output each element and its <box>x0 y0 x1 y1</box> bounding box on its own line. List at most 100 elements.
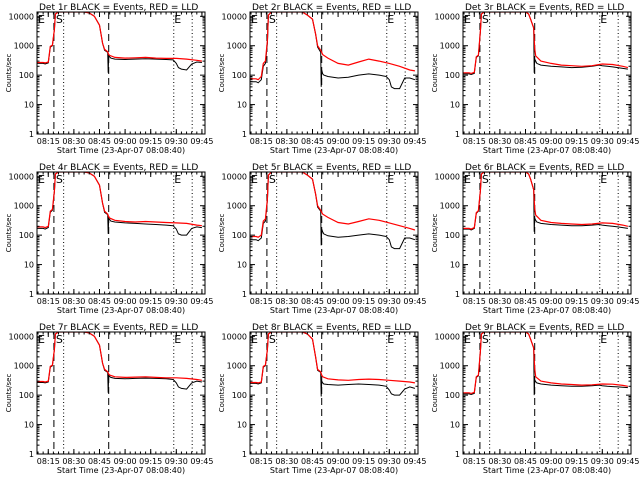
event-marker-s: S <box>56 333 63 346</box>
chart-title: Det 1r BLACK = Events, RED = LLD <box>39 3 198 13</box>
plot-frame <box>36 171 206 295</box>
x-tick-label: 08:45 <box>88 297 111 306</box>
x-axis-label: Start Time (23-Apr-07 08:08:40) <box>483 146 611 155</box>
x-tick-label: 08:15 <box>463 457 486 466</box>
chart-title: Det 5r BLACK = Events, RED = LLD <box>252 163 411 173</box>
y-tick-label: 10000 <box>9 172 34 181</box>
x-tick-label: 09:30 <box>165 457 188 466</box>
x-tick-label: 09:30 <box>378 137 401 146</box>
y-tick-label: 10000 <box>9 12 34 21</box>
event-marker-s: S <box>56 173 63 186</box>
x-axis-label: Start Time (23-Apr-07 08:08:40) <box>57 146 185 155</box>
y-axis-label: Counts/sec <box>431 54 439 93</box>
x-tick-label: 09:15 <box>352 137 375 146</box>
y-axis-label: Counts/sec <box>431 374 439 413</box>
x-tick-label: 09:30 <box>378 457 401 466</box>
x-tick-label: 09:45 <box>190 297 213 306</box>
x-axis-label: Start Time (23-Apr-07 08:08:40) <box>57 306 185 315</box>
x-tick-label: 08:45 <box>88 137 111 146</box>
x-tick-label: 09:00 <box>540 457 563 466</box>
chart-panel-9: Det 9r BLACK = Events, RED = LLD 1 10 100 10… <box>431 323 639 475</box>
plot-frame <box>36 331 206 455</box>
event-marker-s: S <box>482 333 489 346</box>
series-group <box>37 332 202 393</box>
x-tick-label: 08:45 <box>301 137 324 146</box>
x-tick-label: 08:30 <box>488 137 511 146</box>
chart-title: Det 8r BLACK = Events, RED = LLD <box>252 323 411 333</box>
series-group <box>250 332 416 397</box>
series-group <box>463 172 629 232</box>
y-tick-label: 100 <box>19 391 34 400</box>
x-tick-label: 08:15 <box>250 457 273 466</box>
y-tick-label: 10 <box>24 261 34 270</box>
series-group <box>37 172 202 236</box>
y-tick-label: 100 <box>445 231 460 240</box>
x-tick-label: 08:45 <box>301 457 324 466</box>
plot-frame <box>249 11 419 135</box>
y-tick-label: 1 <box>242 290 247 299</box>
event-marker-e: E <box>600 13 607 26</box>
y-tick-label: 10 <box>237 421 247 430</box>
x-tick-label: 09:15 <box>139 457 162 466</box>
event-marker-e: E <box>600 333 607 346</box>
x-tick-label: 09:45 <box>616 297 639 306</box>
event-marker-s: S <box>482 13 489 26</box>
x-tick-label: 08:15 <box>37 457 60 466</box>
y-tick-label: 1 <box>29 130 34 139</box>
x-tick-label: 08:15 <box>463 297 486 306</box>
y-tick-label: 10 <box>24 101 34 110</box>
event-marker-e: E <box>251 13 258 26</box>
event-marker-e: E <box>251 333 258 346</box>
y-tick-label: 100 <box>19 71 34 80</box>
x-tick-label: 09:45 <box>616 137 639 146</box>
series-lld-line <box>250 332 416 384</box>
y-tick-label: 100 <box>232 391 247 400</box>
y-tick-label: 1 <box>242 130 247 139</box>
plot-frame <box>462 11 632 135</box>
y-tick-label: 10000 <box>9 332 34 341</box>
chart-title: Det 4r BLACK = Events, RED = LLD <box>39 163 198 173</box>
event-marker-e: E <box>387 173 394 186</box>
event-marker-e: E <box>251 173 258 186</box>
y-tick-label: 1000 <box>14 42 34 51</box>
series-group <box>250 12 416 90</box>
chart-panel-5: Det 5r BLACK = Events, RED = LLD 1 10 100 10… <box>218 163 426 315</box>
y-tick-label: 100 <box>232 231 247 240</box>
x-tick-label: 09:45 <box>403 457 426 466</box>
event-marker-s: S <box>56 13 63 26</box>
chart-title: Det 9r BLACK = Events, RED = LLD <box>465 323 624 333</box>
x-tick-label: 09:15 <box>565 137 588 146</box>
x-tick-label: 09:45 <box>190 137 213 146</box>
chart-title: Det 2r BLACK = Events, RED = LLD <box>252 3 411 13</box>
y-tick-label: 1 <box>29 450 34 459</box>
y-axis-label: Counts/sec <box>218 374 226 413</box>
event-marker-e: E <box>38 333 45 346</box>
y-tick-label: 1000 <box>227 362 247 371</box>
y-tick-label: 10 <box>450 101 460 110</box>
series-group <box>463 332 629 396</box>
x-tick-label: 09:15 <box>565 457 588 466</box>
x-tick-label: 08:15 <box>37 137 60 146</box>
y-axis-label: Counts/sec <box>218 214 226 253</box>
x-tick-label: 08:30 <box>488 457 511 466</box>
x-tick-label: 09:30 <box>591 457 614 466</box>
chart-title: Det 3r BLACK = Events, RED = LLD <box>465 3 624 13</box>
x-tick-label: 08:45 <box>514 137 537 146</box>
x-axis-label: Start Time (23-Apr-07 08:08:40) <box>270 466 398 475</box>
x-tick-label: 08:45 <box>514 297 537 306</box>
y-tick-label: 100 <box>445 71 460 80</box>
x-tick-label: 09:45 <box>616 457 639 466</box>
series-lld-line <box>463 12 629 75</box>
event-marker-e: E <box>174 333 181 346</box>
event-marker-e: E <box>174 13 181 26</box>
y-tick-label: 100 <box>232 71 247 80</box>
event-marker-s: S <box>269 13 276 26</box>
x-tick-label: 08:30 <box>275 297 298 306</box>
x-tick-label: 09:30 <box>591 297 614 306</box>
chart-panel-6: Det 6r BLACK = Events, RED = LLD 1 10 100 10… <box>431 163 639 315</box>
event-marker-e: E <box>38 173 45 186</box>
y-axis-label: Counts/sec <box>5 374 13 413</box>
y-tick-label: 1 <box>29 290 34 299</box>
x-axis-label: Start Time (23-Apr-07 08:08:40) <box>270 306 398 315</box>
event-marker-e: E <box>464 13 471 26</box>
